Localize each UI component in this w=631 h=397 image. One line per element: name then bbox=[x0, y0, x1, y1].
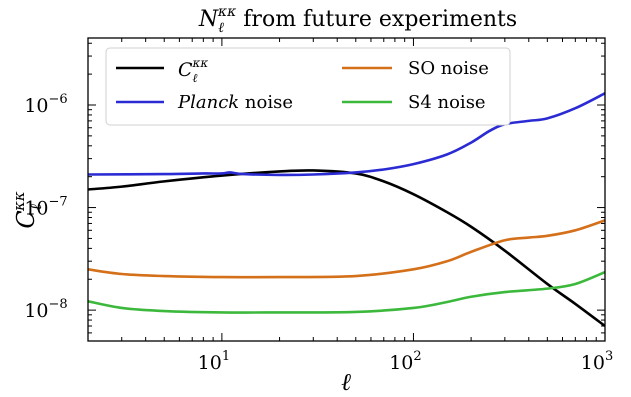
title-main: N bbox=[198, 7, 219, 32]
legend-label-planck: Planck noise bbox=[177, 92, 293, 113]
series-line-signal bbox=[88, 169, 605, 328]
x-tick-label: 101 bbox=[198, 349, 230, 374]
y-axis-label: Cℓκκ bbox=[10, 191, 45, 228]
legend-label-signal: Cℓκκ bbox=[178, 56, 208, 85]
plot-frame bbox=[87, 37, 606, 342]
y-label-main: C bbox=[12, 210, 40, 228]
x-axis-label: ℓ bbox=[341, 368, 351, 396]
y-tick-label: 10−7 bbox=[24, 195, 67, 220]
y-label-sub: ℓ bbox=[27, 204, 45, 210]
series-line-so bbox=[88, 219, 605, 279]
svg-text:Cℓκκ: Cℓκκ bbox=[10, 191, 45, 228]
plot-area: 101 102 103 10−8 10−7 10−6 bbox=[24, 37, 613, 374]
legend-label-s4: S4 noise bbox=[408, 92, 486, 113]
y-label-sup: κκ bbox=[10, 191, 28, 212]
curves-group bbox=[88, 92, 605, 328]
title-sub: ℓ bbox=[218, 20, 224, 36]
series-line-planck bbox=[88, 92, 605, 177]
title-rest: from future experiments bbox=[236, 7, 517, 32]
legend-label-so: SO noise bbox=[408, 58, 489, 79]
y-tick-label: 10−6 bbox=[24, 92, 67, 117]
ticks-group: 101 102 103 10−8 10−7 10−6 bbox=[24, 38, 613, 374]
title-sup: κκ bbox=[217, 4, 236, 20]
series-line-s4 bbox=[88, 270, 605, 314]
chart-title: Nℓκκ from future experiments bbox=[198, 4, 517, 36]
x-tick-label: 102 bbox=[389, 349, 421, 374]
legend: Cℓκκ Planck noise SO noise S4 noise bbox=[105, 47, 511, 126]
y-tick-label: 10−8 bbox=[24, 297, 67, 322]
legend-box bbox=[105, 47, 511, 126]
x-tick-label: 103 bbox=[581, 349, 613, 374]
